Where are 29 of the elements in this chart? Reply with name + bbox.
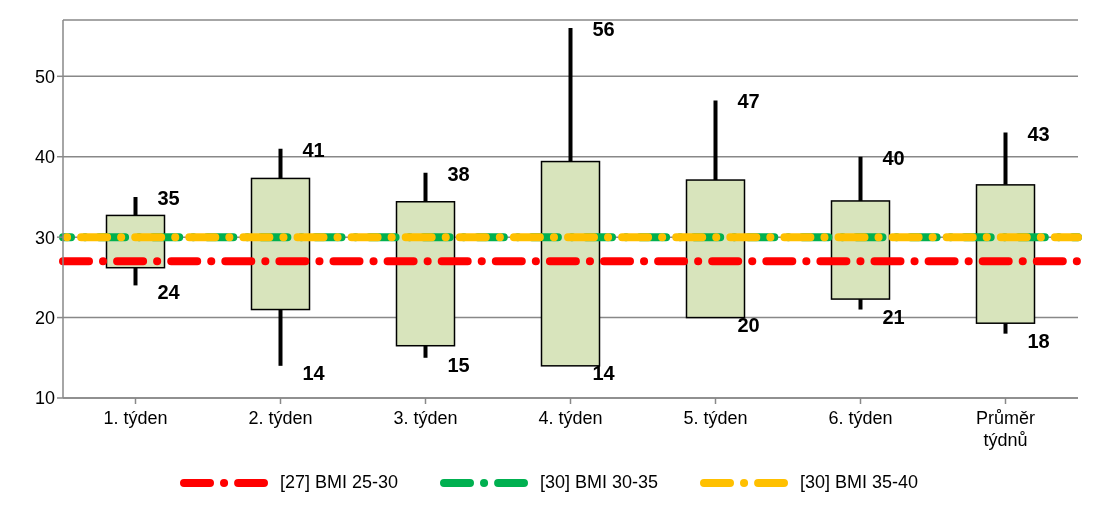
annotation: 15 (447, 353, 470, 376)
annotation: 43 (1027, 122, 1050, 145)
x-tick-label: 1. týden (103, 408, 168, 428)
y-tick-label: 10 (34, 388, 55, 409)
x-tick-label: 5. týden (683, 408, 748, 428)
x-tick-label: 3. týden (393, 408, 458, 428)
y-tick-label: 30 (34, 227, 55, 248)
legend-label: [27] BMI 25-30 (279, 472, 398, 493)
legend-label: [30] BMI 35-40 (800, 472, 919, 493)
annotation: 47 (737, 90, 760, 113)
annotation: 21 (882, 305, 905, 328)
legend-label: [30] BMI 30-35 (539, 472, 659, 493)
annotation: 24 (157, 281, 181, 304)
annotation: 20 (737, 313, 760, 336)
x-tick-label: 2. týden (248, 408, 313, 428)
y-tick-label: 40 (34, 147, 55, 168)
y-tick-label: 20 (34, 307, 55, 328)
annotation: 40 (882, 146, 905, 169)
x-tick-label: 6. týden (828, 408, 893, 428)
annotation: 14 (302, 361, 326, 384)
annotation: 56 (592, 18, 615, 41)
annotation: 18 (1027, 329, 1050, 352)
annotation: 38 (447, 162, 470, 185)
annotation: 35 (157, 186, 180, 209)
annotation: 14 (592, 361, 616, 384)
annotation: 41 (302, 138, 325, 161)
x-tick-label: 4. týden (538, 408, 603, 428)
y-tick-label: 50 (34, 66, 55, 87)
x-tick-label: Průměr týdnů (975, 408, 1036, 450)
